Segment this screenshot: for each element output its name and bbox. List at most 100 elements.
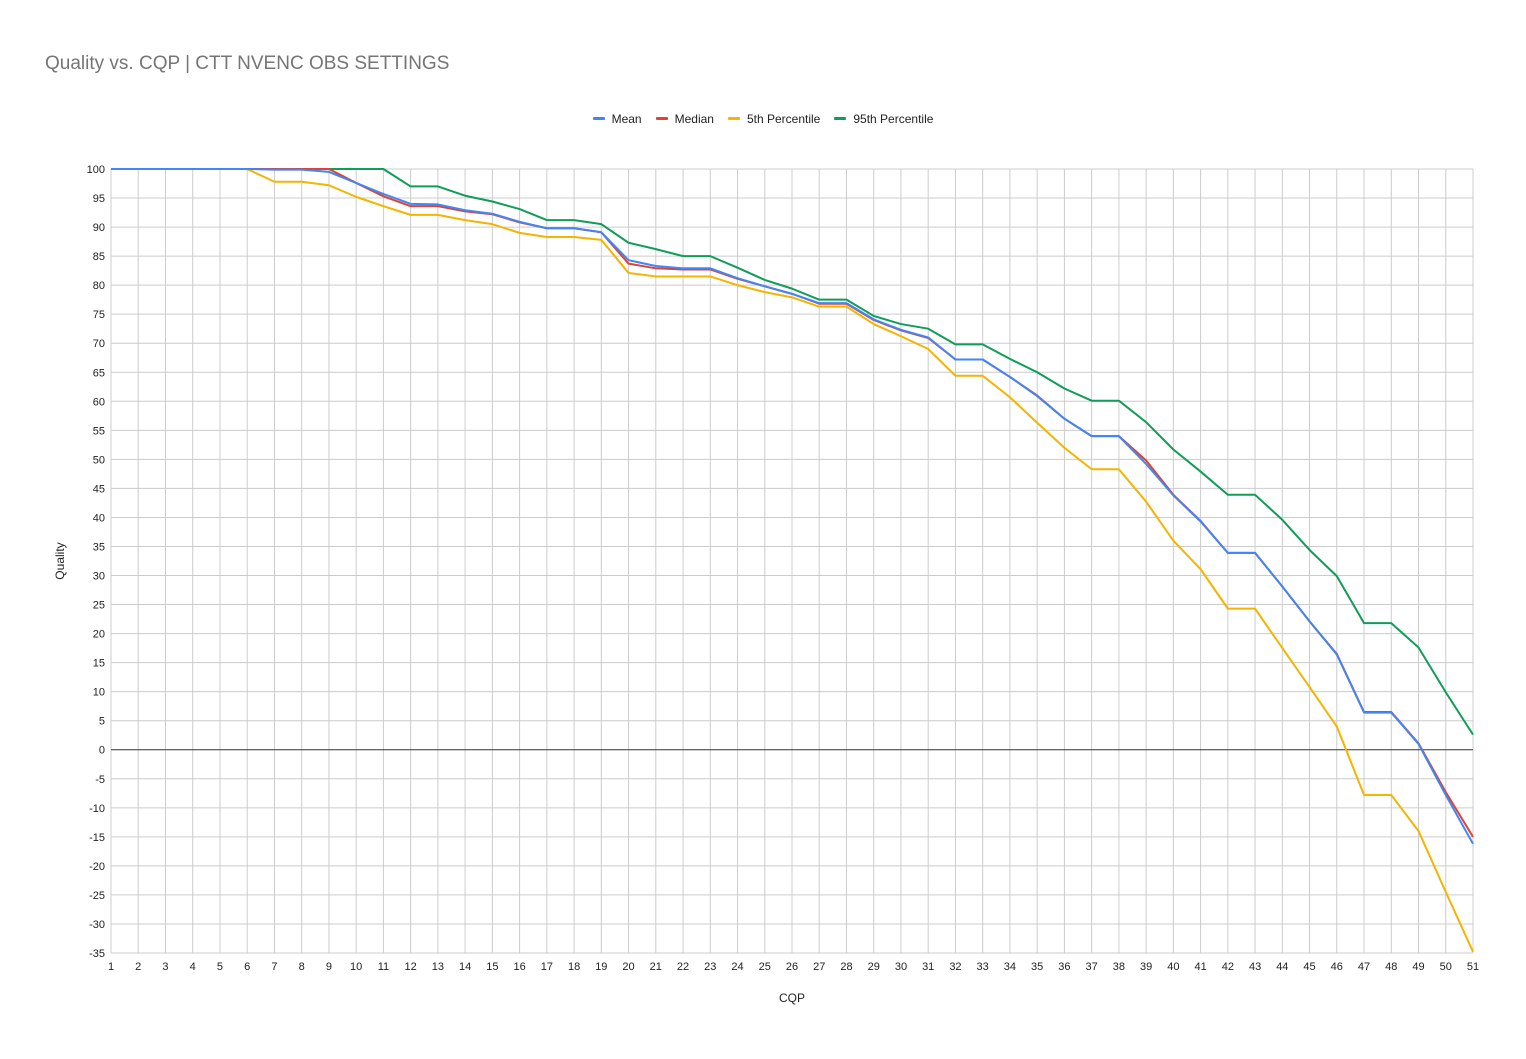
x-tick-label: 36 bbox=[1058, 961, 1070, 973]
y-tick-label: 25 bbox=[93, 600, 105, 612]
x-tick-label: 11 bbox=[378, 961, 389, 973]
x-tick-label: 15 bbox=[486, 961, 498, 973]
legend-item[interactable]: Mean bbox=[592, 112, 642, 126]
x-tick-label: 41 bbox=[1194, 961, 1206, 973]
legend: Mean Median 5th Percentile 95th Percentile bbox=[0, 112, 1526, 126]
x-tick-label: 28 bbox=[840, 961, 852, 973]
x-tick-label: 21 bbox=[650, 961, 662, 973]
series-line-95th-percentile bbox=[111, 168, 1474, 736]
y-tick-label: 65 bbox=[93, 367, 105, 379]
x-tick-label: 12 bbox=[405, 961, 417, 973]
x-tick-label: 50 bbox=[1440, 961, 1452, 973]
y-tick-label: 5 bbox=[99, 716, 105, 728]
x-tick-label: 13 bbox=[432, 961, 444, 973]
x-tick-label: 6 bbox=[244, 961, 250, 973]
x-tick-label: 35 bbox=[1031, 961, 1043, 973]
y-tick-label: 60 bbox=[93, 396, 105, 408]
y-tick-label: 85 bbox=[93, 251, 105, 263]
legend-item[interactable]: 95th Percentile bbox=[834, 112, 933, 126]
x-tick-label: 46 bbox=[1331, 961, 1343, 973]
x-tick-label: 32 bbox=[949, 961, 961, 973]
legend-item[interactable]: Median bbox=[655, 112, 714, 126]
x-tick-label: 47 bbox=[1358, 961, 1370, 973]
x-tick-label: 45 bbox=[1303, 961, 1315, 973]
x-tick-label: 43 bbox=[1249, 961, 1261, 973]
x-tick-label: 30 bbox=[895, 961, 907, 973]
legend-label: Mean bbox=[611, 112, 642, 126]
x-tick-label: 8 bbox=[299, 961, 305, 973]
series-line-5th-percentile bbox=[111, 168, 1474, 953]
y-tick-label: -5 bbox=[95, 774, 105, 786]
legend-label: 5th Percentile bbox=[746, 112, 821, 126]
y-tick-label: 45 bbox=[93, 483, 105, 495]
x-tick-label: 44 bbox=[1276, 961, 1288, 973]
x-tick-label: 23 bbox=[704, 961, 716, 973]
x-tick-label: 37 bbox=[1086, 961, 1098, 973]
x-tick-label: 1 bbox=[108, 961, 114, 973]
x-tick-label: 19 bbox=[595, 961, 607, 973]
x-tick-label: 39 bbox=[1140, 961, 1152, 973]
y-tick-label: 10 bbox=[93, 687, 105, 699]
y-tick-label: 35 bbox=[93, 541, 105, 553]
x-tick-label: 38 bbox=[1113, 961, 1125, 973]
y-tick-label: -25 bbox=[89, 890, 105, 902]
x-tick-label: 3 bbox=[162, 961, 168, 973]
x-tick-label: 49 bbox=[1412, 961, 1424, 973]
x-tick-label: 9 bbox=[326, 961, 332, 973]
y-axis-title: Quality bbox=[53, 542, 67, 579]
x-tick-label: 4 bbox=[190, 961, 196, 973]
x-tick-label: 18 bbox=[568, 961, 580, 973]
x-tick-label: 29 bbox=[868, 961, 880, 973]
x-tick-label: 5 bbox=[217, 961, 223, 973]
y-tick-label: 40 bbox=[93, 512, 105, 524]
y-tick-label: 100 bbox=[87, 164, 105, 176]
x-tick-label: 33 bbox=[977, 961, 989, 973]
legend-swatch bbox=[655, 117, 668, 121]
y-tick-label: -15 bbox=[89, 832, 105, 844]
x-tick-label: 42 bbox=[1222, 961, 1234, 973]
x-tick-label: 17 bbox=[541, 961, 553, 973]
series-lines bbox=[111, 168, 1474, 953]
x-tick-label: 51 bbox=[1467, 961, 1479, 973]
x-tick-label: 10 bbox=[350, 961, 362, 973]
y-tick-label: -20 bbox=[89, 861, 105, 873]
x-tick-label: 22 bbox=[677, 961, 689, 973]
y-tick-label: 75 bbox=[93, 309, 105, 321]
y-tick-label: -10 bbox=[89, 803, 105, 815]
legend-swatch bbox=[592, 117, 605, 121]
x-tick-label: 26 bbox=[786, 961, 798, 973]
tick-labels: 1009590858075706560555045403530252015105… bbox=[87, 164, 1479, 973]
legend-label: 95th Percentile bbox=[853, 112, 934, 126]
y-tick-label: 70 bbox=[93, 338, 105, 350]
x-tick-label: 40 bbox=[1167, 961, 1179, 973]
x-tick-label: 7 bbox=[271, 961, 277, 973]
x-tick-label: 25 bbox=[759, 961, 771, 973]
y-tick-label: 80 bbox=[93, 280, 105, 292]
y-tick-label: 95 bbox=[93, 193, 105, 205]
x-tick-label: 2 bbox=[135, 961, 141, 973]
x-tick-label: 14 bbox=[459, 961, 471, 973]
y-tick-label: -30 bbox=[89, 919, 105, 931]
series-line-mean bbox=[111, 168, 1474, 845]
y-tick-label: 15 bbox=[93, 658, 105, 670]
x-tick-label: 24 bbox=[731, 961, 743, 973]
x-tick-label: 34 bbox=[1004, 961, 1016, 973]
y-tick-label: 90 bbox=[93, 222, 105, 234]
x-tick-label: 27 bbox=[813, 961, 825, 973]
x-axis-title: CQP bbox=[779, 991, 805, 1005]
y-tick-label: -35 bbox=[89, 948, 105, 960]
legend-swatch bbox=[834, 117, 847, 121]
x-tick-label: 16 bbox=[513, 961, 525, 973]
y-tick-label: 55 bbox=[93, 425, 105, 437]
y-tick-label: 20 bbox=[93, 629, 105, 641]
y-tick-label: 30 bbox=[93, 571, 105, 583]
x-tick-label: 31 bbox=[922, 961, 934, 973]
x-tick-label: 20 bbox=[622, 961, 634, 973]
x-tick-label: 48 bbox=[1385, 961, 1397, 973]
gridlines bbox=[110, 168, 1474, 954]
y-tick-label: 0 bbox=[99, 745, 105, 757]
y-tick-label: 50 bbox=[93, 454, 105, 466]
legend-label: Median bbox=[674, 112, 714, 126]
legend-item[interactable]: 5th Percentile bbox=[727, 112, 821, 126]
